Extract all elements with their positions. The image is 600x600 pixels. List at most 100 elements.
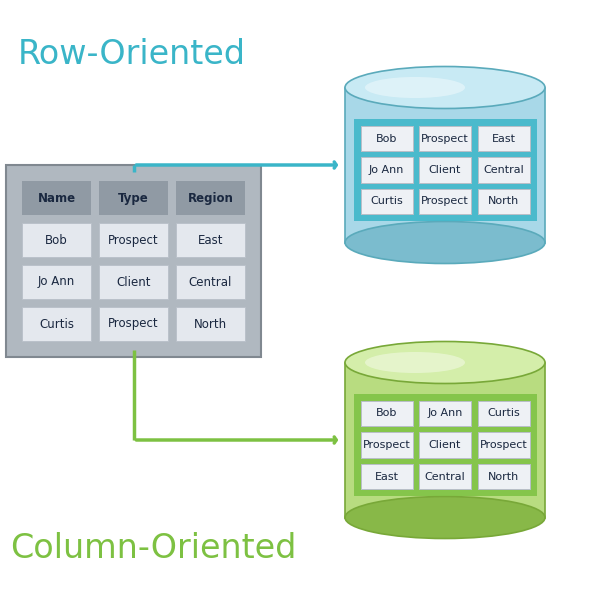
FancyBboxPatch shape xyxy=(478,464,530,489)
FancyBboxPatch shape xyxy=(361,401,413,427)
Text: East: East xyxy=(374,472,398,481)
FancyBboxPatch shape xyxy=(419,126,471,151)
Text: Region: Region xyxy=(188,191,233,205)
Ellipse shape xyxy=(345,67,545,109)
Text: North: North xyxy=(194,317,227,331)
FancyBboxPatch shape xyxy=(361,401,413,426)
FancyBboxPatch shape xyxy=(420,127,472,152)
Ellipse shape xyxy=(365,77,465,98)
Text: Prospect: Prospect xyxy=(421,133,469,143)
FancyBboxPatch shape xyxy=(420,464,472,490)
FancyBboxPatch shape xyxy=(478,189,530,214)
FancyBboxPatch shape xyxy=(361,464,413,490)
FancyBboxPatch shape xyxy=(22,223,91,257)
Text: East: East xyxy=(491,133,515,143)
FancyBboxPatch shape xyxy=(478,127,530,152)
Text: Bob: Bob xyxy=(45,233,68,247)
FancyBboxPatch shape xyxy=(100,224,169,258)
Text: Curtis: Curtis xyxy=(39,317,74,331)
Text: Prospect: Prospect xyxy=(479,440,527,450)
FancyBboxPatch shape xyxy=(100,308,169,342)
Text: Curtis: Curtis xyxy=(370,196,403,206)
FancyBboxPatch shape xyxy=(478,190,530,215)
FancyBboxPatch shape xyxy=(420,401,472,427)
FancyBboxPatch shape xyxy=(176,307,245,341)
Ellipse shape xyxy=(345,221,545,263)
Bar xyxy=(345,362,545,517)
Text: Jo Ann: Jo Ann xyxy=(427,409,463,419)
FancyBboxPatch shape xyxy=(22,181,91,215)
Text: Prospect: Prospect xyxy=(108,233,159,247)
Ellipse shape xyxy=(345,497,545,539)
FancyBboxPatch shape xyxy=(361,157,413,183)
FancyBboxPatch shape xyxy=(22,307,91,341)
Text: Central: Central xyxy=(189,275,232,289)
FancyBboxPatch shape xyxy=(478,464,530,490)
FancyBboxPatch shape xyxy=(361,189,413,214)
Text: Bob: Bob xyxy=(376,409,397,419)
Text: Client: Client xyxy=(429,165,461,175)
Text: Prospect: Prospect xyxy=(108,317,159,331)
FancyBboxPatch shape xyxy=(419,157,471,183)
FancyBboxPatch shape xyxy=(176,265,245,299)
FancyBboxPatch shape xyxy=(23,308,92,342)
Ellipse shape xyxy=(345,341,545,383)
FancyBboxPatch shape xyxy=(99,223,168,257)
Text: Central: Central xyxy=(483,165,524,175)
FancyBboxPatch shape xyxy=(353,394,536,496)
FancyBboxPatch shape xyxy=(22,265,91,299)
Ellipse shape xyxy=(365,352,465,373)
FancyBboxPatch shape xyxy=(23,266,92,300)
Text: Central: Central xyxy=(425,472,466,481)
Text: Prospect: Prospect xyxy=(362,440,410,450)
FancyBboxPatch shape xyxy=(99,181,168,215)
FancyBboxPatch shape xyxy=(419,189,471,214)
FancyBboxPatch shape xyxy=(478,126,530,151)
FancyBboxPatch shape xyxy=(420,190,472,215)
Text: Jo Ann: Jo Ann xyxy=(38,275,75,289)
FancyBboxPatch shape xyxy=(177,308,246,342)
Text: East: East xyxy=(198,233,223,247)
FancyBboxPatch shape xyxy=(361,464,413,489)
FancyBboxPatch shape xyxy=(419,401,471,426)
FancyBboxPatch shape xyxy=(361,126,413,151)
FancyBboxPatch shape xyxy=(478,157,530,183)
FancyBboxPatch shape xyxy=(419,432,471,458)
FancyBboxPatch shape xyxy=(353,119,536,221)
Text: Client: Client xyxy=(429,440,461,450)
FancyBboxPatch shape xyxy=(176,181,245,215)
Text: Column-Oriented: Column-Oriented xyxy=(10,532,296,565)
FancyBboxPatch shape xyxy=(23,224,92,258)
Text: North: North xyxy=(488,196,519,206)
FancyBboxPatch shape xyxy=(361,158,413,184)
FancyBboxPatch shape xyxy=(100,266,169,300)
FancyBboxPatch shape xyxy=(176,223,245,257)
FancyBboxPatch shape xyxy=(361,190,413,215)
Text: North: North xyxy=(488,472,519,481)
FancyBboxPatch shape xyxy=(361,127,413,152)
FancyBboxPatch shape xyxy=(6,165,261,357)
Text: Curtis: Curtis xyxy=(487,409,520,419)
FancyBboxPatch shape xyxy=(361,433,413,458)
FancyBboxPatch shape xyxy=(420,158,472,184)
FancyBboxPatch shape xyxy=(99,307,168,341)
FancyBboxPatch shape xyxy=(478,432,530,458)
FancyBboxPatch shape xyxy=(478,433,530,458)
Text: Bob: Bob xyxy=(376,133,397,143)
FancyBboxPatch shape xyxy=(177,266,246,300)
FancyBboxPatch shape xyxy=(478,401,530,426)
Text: Client: Client xyxy=(116,275,151,289)
FancyBboxPatch shape xyxy=(177,224,246,258)
Text: Row-Oriented: Row-Oriented xyxy=(18,38,246,71)
Text: Jo Ann: Jo Ann xyxy=(369,165,404,175)
Bar xyxy=(345,88,545,242)
Text: Name: Name xyxy=(37,191,76,205)
FancyBboxPatch shape xyxy=(419,464,471,489)
FancyBboxPatch shape xyxy=(361,432,413,458)
FancyBboxPatch shape xyxy=(420,433,472,458)
FancyBboxPatch shape xyxy=(478,158,530,184)
FancyBboxPatch shape xyxy=(99,265,168,299)
Text: Prospect: Prospect xyxy=(421,196,469,206)
Text: Type: Type xyxy=(118,191,149,205)
FancyBboxPatch shape xyxy=(478,401,530,427)
